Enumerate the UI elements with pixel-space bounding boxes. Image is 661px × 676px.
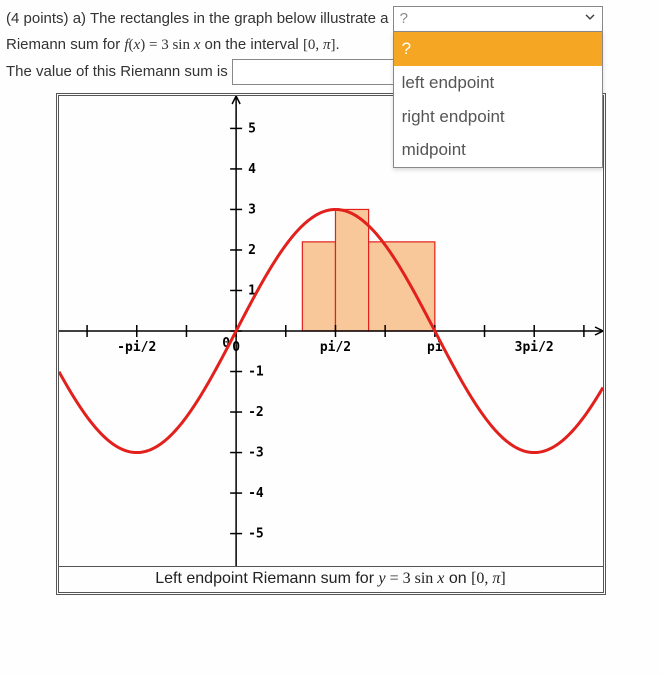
- q-line2c: .: [335, 36, 339, 53]
- svg-text:3pi/2: 3pi/2: [514, 340, 553, 355]
- select-placeholder: ?: [400, 6, 408, 32]
- dropdown-option[interactable]: right endpoint: [394, 100, 602, 134]
- chevron-down-icon: [584, 6, 596, 32]
- svg-text:4: 4: [248, 162, 256, 177]
- dropdown-option[interactable]: ?: [394, 32, 602, 66]
- svg-text:2: 2: [248, 243, 256, 258]
- caption-yexpr: y = 3 sin x: [378, 570, 444, 587]
- q-line2a: Riemann sum for: [6, 36, 124, 53]
- svg-text:-pi/2: -pi/2: [117, 340, 156, 355]
- fx-expr: f(x) = 3 sin x: [124, 37, 200, 53]
- svg-text:-4: -4: [248, 486, 264, 501]
- interval-expr: [0, π]: [303, 37, 336, 53]
- svg-text:-3: -3: [248, 445, 264, 460]
- caption-prefix: Left endpoint Riemann sum for: [155, 570, 378, 587]
- dropdown-option[interactable]: left endpoint: [394, 66, 602, 100]
- points-label: (4 points) a): [6, 10, 90, 27]
- caption-interval: [0, π]: [471, 570, 506, 587]
- svg-text:-1: -1: [248, 364, 264, 379]
- q-line1: The rectangles in the graph below illust…: [90, 10, 393, 27]
- dropdown-option[interactable]: midpoint: [394, 133, 602, 167]
- q-line2b: on the interval: [200, 36, 303, 53]
- riemann-type-select[interactable]: ? ? left endpoint right endpoint midpoin…: [393, 6, 603, 32]
- svg-text:0: 0: [232, 340, 240, 355]
- svg-text:3: 3: [248, 202, 256, 217]
- riemann-value-input[interactable]: [232, 59, 412, 85]
- caption-mid: on: [444, 570, 471, 587]
- svg-text:-5: -5: [248, 526, 264, 541]
- svg-text:-2: -2: [248, 405, 264, 420]
- svg-text:pi/2: pi/2: [319, 340, 350, 355]
- q-line3: The value of this Riemann sum is: [6, 63, 232, 80]
- dropdown-list: ? left endpoint right endpoint midpoint: [393, 31, 603, 168]
- svg-text:5: 5: [248, 121, 256, 136]
- graph-caption: Left endpoint Riemann sum for y = 3 sin …: [59, 566, 603, 592]
- graph-panel: -pi/20pi/2pi3pi/2-5-4-3-2-1123450 Left e…: [56, 93, 606, 595]
